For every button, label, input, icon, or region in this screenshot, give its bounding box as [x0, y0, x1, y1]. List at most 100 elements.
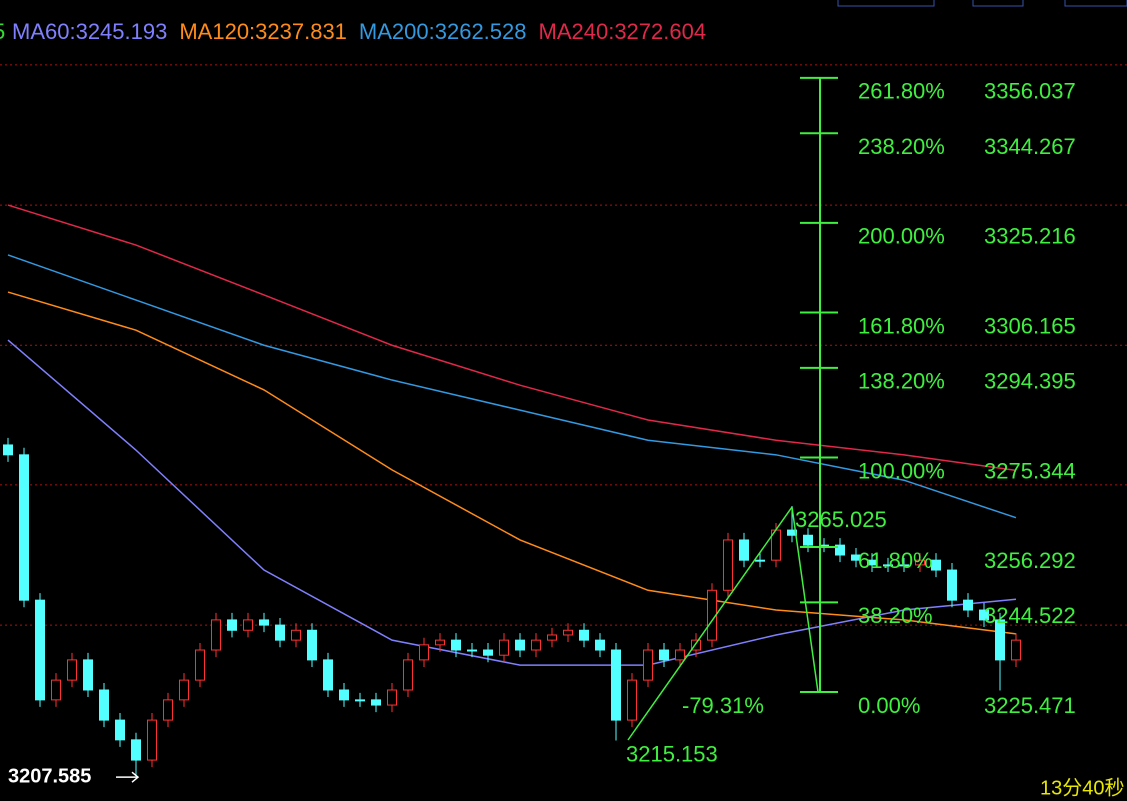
candle-body	[467, 649, 477, 652]
candle-body	[275, 624, 285, 641]
fib-value: 3275.344	[984, 458, 1076, 483]
candle-body	[1011, 639, 1021, 661]
candle-body	[947, 569, 957, 601]
fib-value: 3306.165	[984, 313, 1076, 338]
candle-body	[675, 649, 685, 661]
fib-value: 3344.267	[984, 134, 1076, 159]
candle-body	[147, 719, 157, 761]
candle-body	[883, 564, 893, 567]
candle-body	[307, 629, 317, 661]
ma-line	[7, 339, 1017, 666]
toolbar-button[interactable]	[972, 0, 1024, 7]
countdown: 13分40秒	[1040, 776, 1125, 799]
candle-body	[371, 699, 381, 706]
candle-body	[115, 719, 125, 741]
candle-body	[755, 559, 765, 562]
candle-body	[19, 454, 29, 601]
fib-value: 3325.216	[984, 224, 1076, 249]
candle-body	[547, 634, 557, 641]
fib-value: 3356.037	[984, 79, 1076, 104]
fib-percent: 200.00%	[858, 224, 945, 249]
legend-entry: MA60:3245.193	[12, 19, 167, 44]
fib-percent: 261.80%	[858, 79, 945, 104]
candle-body	[291, 629, 301, 641]
fib-percent: 238.20%	[858, 134, 945, 159]
candle-body	[83, 659, 93, 691]
candle-body	[627, 679, 637, 721]
candle-body	[963, 599, 973, 611]
candle-body	[643, 649, 653, 681]
trend-line	[627, 506, 793, 741]
candle-body	[611, 649, 621, 721]
candle-body	[259, 619, 269, 626]
candle-body	[67, 659, 77, 681]
candles	[3, 437, 1021, 777]
candle-body	[515, 639, 525, 651]
candle-body	[387, 689, 397, 706]
candle-body	[899, 564, 909, 567]
candle-body	[99, 689, 109, 721]
moving-averages	[7, 204, 1017, 666]
fib-percent: 61.80%	[858, 548, 933, 573]
candle-body	[931, 559, 941, 571]
fib-value: 3256.292	[984, 548, 1076, 573]
toolbar-button[interactable]	[1064, 0, 1127, 7]
fib-value: 3294.395	[984, 369, 1076, 394]
candle-body	[451, 639, 461, 651]
candle-body	[595, 639, 605, 651]
candle-body	[915, 559, 925, 566]
candle-body	[531, 639, 541, 651]
candle-body	[803, 534, 813, 546]
candle-body	[499, 639, 509, 656]
low-label: 3207.585	[8, 765, 91, 787]
candle-body	[483, 649, 493, 656]
toolbar-button[interactable]	[837, 0, 935, 7]
candle-body	[579, 629, 589, 641]
legend-entry: MA200:3262.528	[359, 19, 527, 44]
candle-body	[3, 444, 13, 456]
candle-body	[691, 639, 701, 651]
trend-line	[791, 506, 819, 693]
fib-percent: 100.00%	[858, 458, 945, 483]
ma-line	[7, 254, 1017, 519]
legend-entry: MA120:3237.831	[179, 19, 347, 44]
fib-percent: 161.80%	[858, 313, 945, 338]
legend-fragment: 5	[0, 19, 5, 44]
candle-body	[995, 619, 1005, 661]
candle-body	[243, 619, 253, 631]
fib-value: 3244.522	[984, 603, 1076, 628]
candle-body	[51, 679, 61, 701]
candle-body	[35, 599, 45, 701]
candle-body	[787, 529, 797, 536]
candle-body	[339, 689, 349, 701]
high-label: 3265.025	[795, 507, 887, 532]
candle-body	[403, 659, 413, 691]
fib-percent: 38.20%	[858, 603, 933, 628]
annotations: 3207.585 3215.153 3265.025 -79.31%	[8, 507, 887, 788]
fib-value: 3225.471	[984, 693, 1076, 718]
fibonacci: 261.80% 3356.037 238.20% 3344.267 200.00% 332…	[627, 76, 1076, 741]
candle-body	[835, 544, 845, 556]
candle-body	[867, 559, 877, 566]
low-label: 3215.153	[626, 741, 718, 766]
candle-body	[163, 699, 173, 721]
low-arrow-head	[131, 771, 140, 783]
candle-body	[979, 609, 989, 621]
candle-body	[435, 639, 445, 646]
candle-body	[211, 619, 221, 651]
legend: 5 MA60:3245.193 MA120:3237.831 MA200:3262.5…	[0, 19, 706, 44]
candle-body	[355, 699, 365, 702]
candle-body	[659, 649, 669, 661]
candle-body	[851, 554, 861, 561]
toolbar	[837, 0, 1127, 7]
candle-body	[563, 629, 573, 636]
fib-extension: -79.31%	[682, 693, 764, 718]
candle-body	[195, 649, 205, 681]
ma-line	[7, 204, 1017, 472]
ma-line	[7, 291, 1017, 635]
candle-body	[227, 619, 237, 631]
fib-percent: 138.20%	[858, 369, 945, 394]
candle-body	[419, 644, 429, 661]
